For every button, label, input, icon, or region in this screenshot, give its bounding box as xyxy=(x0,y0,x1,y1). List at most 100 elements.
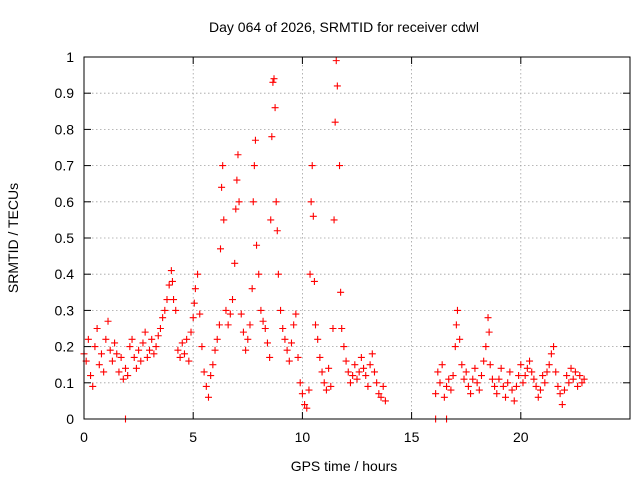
data-point xyxy=(270,75,278,83)
data-point xyxy=(473,379,481,387)
data-point xyxy=(213,335,221,343)
data-point xyxy=(510,397,518,405)
data-point xyxy=(84,335,92,343)
data-point xyxy=(351,361,359,369)
data-point xyxy=(485,328,493,336)
data-point xyxy=(150,350,158,358)
data-point xyxy=(242,346,250,354)
data-point xyxy=(504,379,512,387)
data-point xyxy=(219,162,227,170)
data-point xyxy=(119,375,127,383)
data-point xyxy=(362,372,370,380)
data-point xyxy=(202,382,210,390)
data-point xyxy=(232,205,240,213)
data-point xyxy=(174,346,182,354)
data-point xyxy=(143,353,151,361)
data-point xyxy=(190,299,198,307)
data-point xyxy=(267,216,275,224)
data-point xyxy=(325,364,333,372)
data-point xyxy=(108,357,116,365)
data-point xyxy=(578,379,586,387)
x-tick-label: 15 xyxy=(404,429,420,445)
data-point xyxy=(528,368,536,376)
data-point xyxy=(314,335,322,343)
data-point xyxy=(97,350,105,358)
data-point xyxy=(296,379,304,387)
data-point xyxy=(333,82,341,90)
data-point xyxy=(185,357,193,365)
data-point xyxy=(558,401,566,409)
data-point xyxy=(273,227,281,235)
data-point xyxy=(526,357,534,365)
data-point xyxy=(532,382,540,390)
data-point xyxy=(445,375,453,383)
data-point xyxy=(541,379,549,387)
data-point xyxy=(266,353,274,361)
data-point xyxy=(234,151,242,159)
data-point xyxy=(327,382,335,390)
data-point xyxy=(170,296,178,304)
data-point xyxy=(248,285,256,293)
data-point xyxy=(198,343,206,351)
data-point xyxy=(519,379,527,387)
data-point xyxy=(346,379,354,387)
data-point xyxy=(269,78,277,86)
data-point xyxy=(375,390,383,398)
data-point xyxy=(95,361,103,369)
data-point xyxy=(222,306,230,314)
data-point xyxy=(104,317,112,325)
data-point xyxy=(128,335,136,343)
data-point xyxy=(539,372,547,380)
data-point xyxy=(477,372,485,380)
data-point xyxy=(292,310,300,318)
data-point xyxy=(456,335,464,343)
data-point xyxy=(547,350,555,358)
data-point xyxy=(159,314,167,322)
data-point xyxy=(353,375,361,383)
data-point xyxy=(556,390,564,398)
data-point xyxy=(207,372,215,380)
data-point xyxy=(360,364,368,372)
data-point xyxy=(287,339,295,347)
data-point xyxy=(370,368,378,376)
data-point xyxy=(113,350,121,358)
data-point xyxy=(93,325,101,332)
x-tick-label: 20 xyxy=(513,429,529,445)
data-point xyxy=(381,397,389,405)
data-point xyxy=(244,335,252,343)
data-point xyxy=(373,379,381,387)
data-point xyxy=(152,343,160,351)
axis-ticks: 00.10.20.30.40.50.60.70.80.910 5 10 15 20 xyxy=(55,49,630,445)
data-point xyxy=(320,379,328,387)
data-point xyxy=(502,393,510,401)
data-point xyxy=(316,353,324,361)
data-point xyxy=(543,368,551,376)
y-tick-label: 0.3 xyxy=(55,302,75,318)
data-point xyxy=(141,328,149,336)
chart-title: Day 064 of 2026, SRMTID for receiver cdw… xyxy=(209,19,479,35)
data-point xyxy=(106,346,114,354)
data-point xyxy=(178,339,186,347)
data-point xyxy=(550,343,558,351)
data-point xyxy=(318,368,326,376)
y-tick-label: 0.4 xyxy=(55,266,75,282)
data-point xyxy=(512,382,520,390)
data-point xyxy=(355,368,363,376)
data-point xyxy=(545,361,553,369)
data-point xyxy=(194,270,202,278)
data-point xyxy=(471,364,479,372)
data-point xyxy=(560,386,568,394)
data-point xyxy=(497,364,505,372)
data-point xyxy=(187,328,195,336)
data-point xyxy=(277,306,285,314)
y-tick-label: 0.6 xyxy=(55,194,75,210)
data-point xyxy=(89,382,97,390)
data-point xyxy=(521,372,529,380)
data-point xyxy=(172,306,180,314)
data-point xyxy=(379,382,387,390)
data-point xyxy=(322,386,330,394)
data-point xyxy=(249,198,257,206)
data-point xyxy=(250,162,258,170)
data-point xyxy=(310,277,318,285)
data-point xyxy=(191,285,199,293)
